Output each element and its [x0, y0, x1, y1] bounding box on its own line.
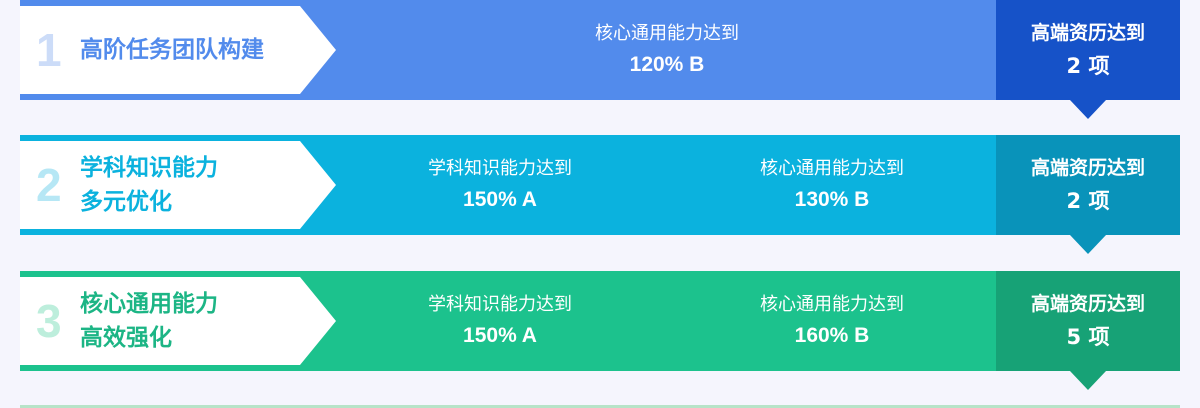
goal-label: 高端资历达到	[1030, 293, 1145, 315]
metric-label: 核心通用能力达到	[760, 158, 904, 179]
stage-tag: 3 核心通用能力 高效强化	[20, 277, 336, 365]
metric-label: 核心通用能力达到	[760, 294, 904, 315]
stage-title-line: 高阶任务团队构建	[80, 37, 264, 63]
metric-label: 学科知识能力达到	[428, 158, 572, 179]
stage-title: 学科知识能力 多元优化	[80, 151, 218, 219]
stage-title: 高阶任务团队构建	[80, 33, 264, 67]
metric: 学科知识能力达到 150% A	[380, 135, 620, 235]
stage-row-3: 3 核心通用能力 高效强化 学科知识能力达到 150% A 核心通用能力达到 1…	[20, 271, 1180, 390]
metric: 核心通用能力达到 120% B	[338, 0, 996, 100]
goal-label: 高端资历达到	[1030, 22, 1145, 44]
stage-tag: 1 高阶任务团队构建	[20, 6, 336, 94]
divider	[20, 405, 1180, 408]
stage-title-line: 学科知识能力	[80, 155, 218, 181]
metric-value: 150% A	[463, 324, 537, 347]
metric: 核心通用能力达到 130% B	[712, 135, 952, 235]
metric-value: 120% B	[629, 53, 705, 76]
stage-title-line: 多元优化	[80, 189, 172, 215]
goal-box: 高端资历达到 2 项	[996, 0, 1180, 100]
stage-number: 1	[36, 24, 62, 76]
goal-label: 高端资历达到	[1030, 157, 1145, 179]
metric-value: 160% B	[794, 324, 870, 347]
pointer-down-icon	[1070, 371, 1106, 390]
stage-title-line: 核心通用能力	[80, 291, 218, 317]
goal-value: 2 项	[1066, 54, 1110, 78]
stage-title-line: 高效强化	[80, 325, 172, 351]
stage-number: 3	[36, 295, 62, 347]
goal-value: 2 项	[1066, 189, 1110, 213]
goal-box: 高端资历达到 2 项	[996, 135, 1180, 235]
metric: 学科知识能力达到 150% A	[380, 271, 620, 371]
goal-value: 5 项	[1066, 325, 1110, 349]
stage-row-2: 2 学科知识能力 多元优化 学科知识能力达到 150% A 核心通用能力达到 1…	[20, 135, 1180, 254]
stage-title: 核心通用能力 高效强化	[80, 287, 218, 355]
goal-box: 高端资历达到 5 项	[996, 271, 1180, 371]
metric-value: 150% A	[463, 188, 537, 211]
stage-row-1: 1 高阶任务团队构建 核心通用能力达到 120% B 高端资历达到 2 项	[20, 0, 1180, 119]
metric: 核心通用能力达到 160% B	[712, 271, 952, 371]
pointer-down-icon	[1070, 100, 1106, 119]
metric-value: 130% B	[794, 188, 870, 211]
pointer-down-icon	[1070, 235, 1106, 254]
stage-number: 2	[36, 159, 62, 211]
metric-label: 学科知识能力达到	[428, 294, 572, 315]
stage-tag: 2 学科知识能力 多元优化	[20, 141, 336, 229]
metric-label: 核心通用能力达到	[595, 23, 739, 44]
